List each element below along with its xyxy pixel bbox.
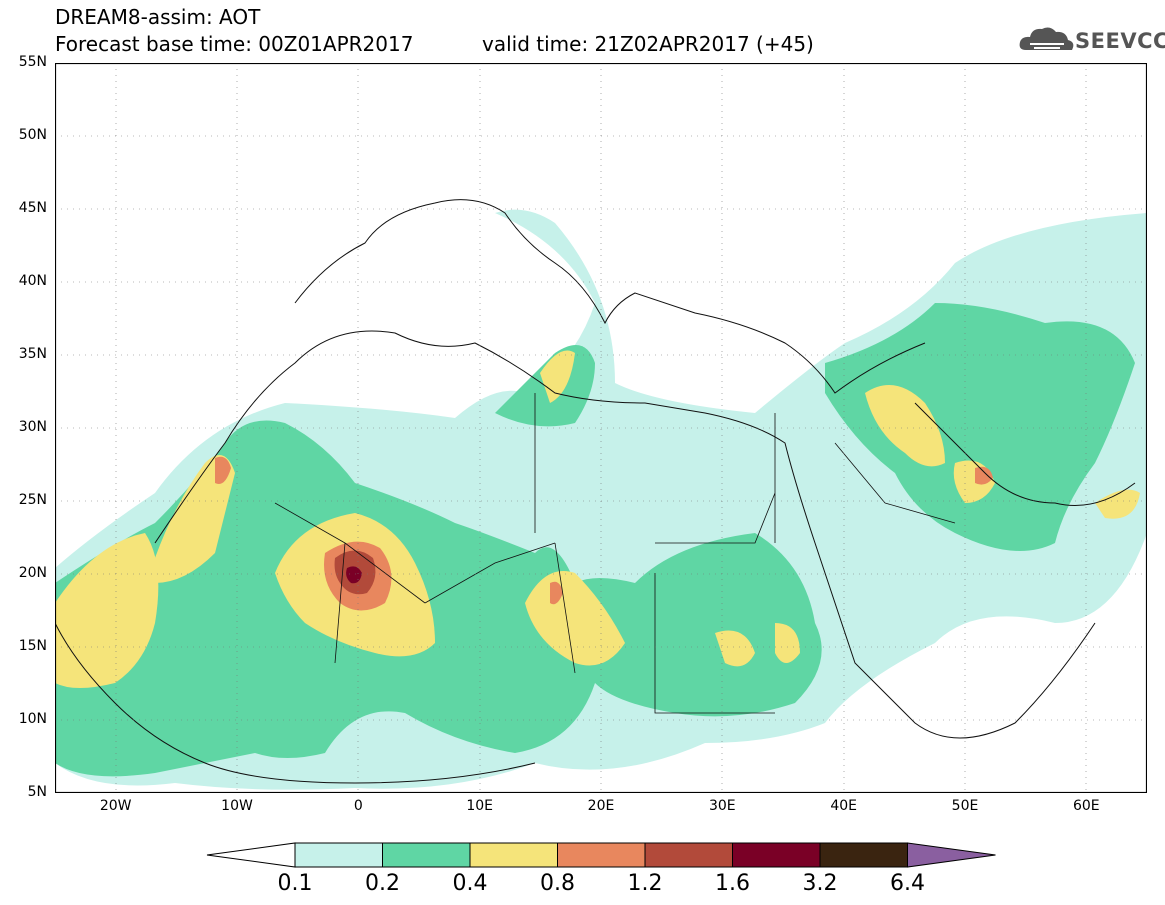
coastlines — [54, 199, 1136, 784]
lon-label: 10E — [466, 798, 493, 814]
grid-lines — [55, 63, 1147, 793]
lat-label: 15N — [18, 638, 47, 654]
country-borders — [274, 393, 956, 714]
colorbar-bin — [644, 842, 733, 868]
aot-fill-04 — [55, 350, 1140, 688]
lon-label: 0 — [353, 798, 363, 814]
logo-text: SEEVCCC — [1075, 29, 1165, 53]
colorbar-label: 1.6 — [715, 871, 750, 896]
seevccc-logo — [1018, 22, 1153, 56]
lat-label: 40N — [18, 273, 47, 289]
colorbar-label: 3.2 — [802, 871, 838, 896]
colorbar-label: 0.4 — [452, 871, 488, 896]
lat-label: 55N — [18, 54, 47, 70]
lon-label: 40E — [830, 798, 857, 814]
colorbar-label: 1.2 — [627, 871, 663, 896]
lat-label: 10N — [18, 711, 47, 727]
map-title: DREAM8-assim: AOT — [55, 5, 261, 29]
aot-map — [54, 62, 1148, 794]
colorbar-label: 0.1 — [277, 871, 313, 896]
lon-label: 20W — [99, 798, 132, 814]
map-canvas — [54, 62, 1148, 794]
colorbar-max-arrow — [907, 842, 996, 868]
colorbar — [206, 842, 996, 868]
lat-label: 20N — [18, 565, 47, 581]
lon-label: 60E — [1072, 798, 1100, 814]
colorbar-bin — [382, 842, 471, 868]
lon-label: 10W — [221, 798, 253, 814]
lat-label: 5N — [27, 784, 47, 800]
lat-label: 50N — [18, 127, 47, 143]
colorbar-bin — [294, 842, 383, 868]
colorbar-label: 0.2 — [365, 871, 400, 896]
colorbar-bin — [469, 842, 558, 868]
colorbar-bin — [732, 842, 821, 868]
base-time-label: Forecast base time: 00Z01APR2017 — [55, 32, 414, 56]
colorbar-bin — [557, 842, 646, 868]
colorbar-bin — [819, 842, 908, 868]
colorbar-label: 6.4 — [890, 871, 925, 896]
lon-label: 20E — [587, 798, 615, 814]
cloud-icon — [1019, 27, 1074, 50]
lon-label: 50E — [951, 798, 979, 814]
lat-label: 25N — [18, 492, 47, 508]
colorbar-min-arrow — [206, 842, 296, 868]
colorbar-label: 0.8 — [540, 871, 575, 896]
lon-label: 30E — [708, 798, 736, 814]
lat-label: 35N — [18, 346, 47, 362]
lat-label: 45N — [18, 200, 47, 216]
valid-time-label: valid time: 21Z02APR2017 (+45) — [482, 32, 814, 56]
lat-label: 30N — [18, 419, 47, 435]
